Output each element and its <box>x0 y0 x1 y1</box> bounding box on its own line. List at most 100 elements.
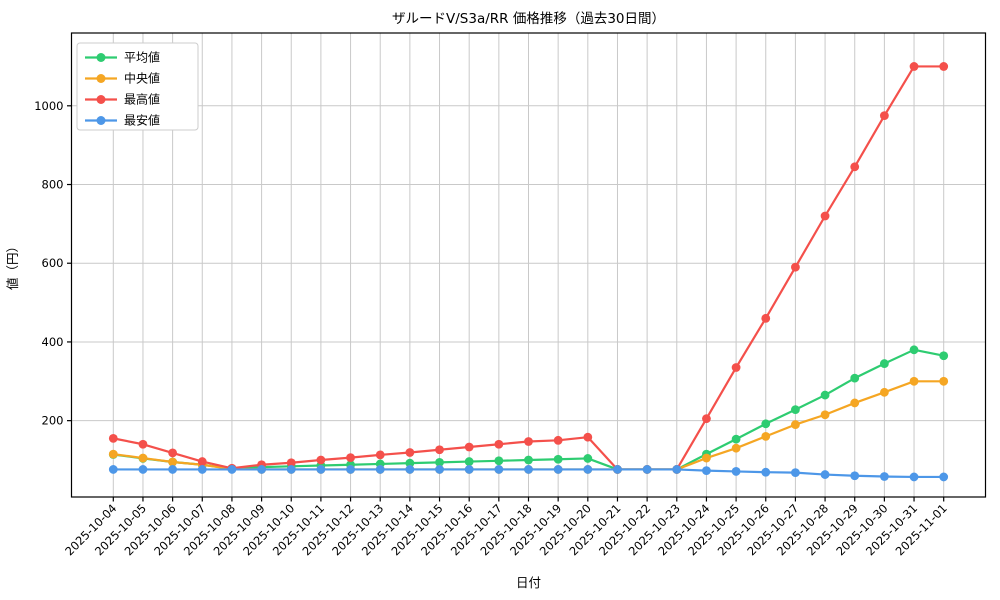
data-point <box>702 466 711 476</box>
tick-layer: 20040060080010002025-10-042025-10-052025… <box>34 99 950 559</box>
data-point <box>879 359 889 368</box>
data-point <box>197 457 207 466</box>
data-point <box>909 376 919 386</box>
data-point <box>435 457 444 467</box>
data-point <box>524 455 533 465</box>
data-point <box>761 467 771 477</box>
data-point <box>909 62 919 71</box>
x-axis-label: 日付 <box>516 575 541 590</box>
data-point <box>494 439 504 449</box>
data-point <box>583 454 593 463</box>
legend-marker-min <box>96 116 106 125</box>
y-tick-label: 1000 <box>34 99 63 113</box>
data-point <box>791 468 800 477</box>
data-point <box>939 62 949 71</box>
legend-marker-median <box>96 74 106 83</box>
data-point <box>405 465 415 474</box>
data-point <box>702 414 711 424</box>
data-point <box>464 442 474 452</box>
data-point <box>524 465 533 474</box>
data-point <box>672 465 682 474</box>
legend-marker-average <box>96 53 106 62</box>
data-point <box>731 363 741 372</box>
data-point <box>702 453 711 463</box>
legend-label-max: 最高値 <box>124 92 160 107</box>
data-point <box>583 465 593 474</box>
data-point <box>316 465 326 474</box>
data-point <box>791 420 800 429</box>
data-point <box>731 467 741 476</box>
data-point <box>494 465 504 474</box>
data-point <box>731 434 741 444</box>
data-point <box>286 458 296 468</box>
data-point <box>613 465 622 474</box>
data-point <box>316 455 326 465</box>
data-point <box>879 387 889 397</box>
data-point <box>435 445 444 455</box>
y-tick-label: 600 <box>42 256 64 270</box>
legend-item-max: 最高値 <box>85 92 160 107</box>
data-point <box>346 453 355 463</box>
data-point <box>850 162 860 172</box>
data-point <box>138 465 148 474</box>
data-point <box>168 448 178 458</box>
data-point <box>197 465 207 474</box>
data-point <box>286 465 296 474</box>
data-point <box>850 398 860 408</box>
data-point <box>405 448 415 457</box>
legend: 平均値 中央値 最高値 最安値 <box>76 42 199 131</box>
data-point <box>346 465 355 474</box>
legend-label-median: 中央値 <box>124 71 160 86</box>
data-point <box>168 465 178 474</box>
data-point <box>850 373 860 383</box>
chart-title: ザルードV/S3a/RR 価格推移（過去30日間） <box>392 11 665 27</box>
data-point <box>138 439 148 449</box>
data-point <box>761 431 771 441</box>
data-point <box>909 472 919 482</box>
legend-item-min: 最安値 <box>85 113 160 128</box>
data-point <box>583 432 593 442</box>
data-point <box>761 419 771 429</box>
legend-item-median: 中央値 <box>85 71 160 86</box>
data-point <box>909 345 919 355</box>
data-point <box>939 351 949 361</box>
data-point <box>168 457 178 467</box>
y-tick-label: 800 <box>42 178 64 192</box>
data-point <box>108 465 118 474</box>
data-point <box>791 405 800 415</box>
data-point <box>553 454 563 464</box>
data-point <box>879 472 889 481</box>
y-tick-label: 200 <box>42 414 64 428</box>
data-point <box>820 410 830 420</box>
data-point <box>435 465 444 474</box>
data-point <box>257 465 266 474</box>
data-point <box>494 456 504 466</box>
data-point <box>820 211 830 221</box>
data-point <box>791 262 800 272</box>
legend-item-average: 平均値 <box>85 50 160 65</box>
data-point <box>108 449 118 459</box>
legend-label-min: 最安値 <box>124 113 160 128</box>
data-point <box>939 472 949 482</box>
data-point <box>405 458 415 468</box>
data-point <box>464 457 474 466</box>
legend-label-average: 平均値 <box>124 50 160 65</box>
data-point <box>108 433 118 443</box>
data-point <box>524 437 533 446</box>
legend-box <box>76 42 199 131</box>
y-tick-label: 400 <box>42 335 64 349</box>
data-point <box>375 465 385 474</box>
data-point <box>850 471 860 481</box>
series-layer <box>108 62 949 482</box>
data-point <box>642 465 652 474</box>
data-point <box>820 390 830 400</box>
data-point <box>138 453 148 463</box>
data-point <box>939 376 949 386</box>
data-point <box>553 465 563 474</box>
legend-marker-max <box>96 95 106 104</box>
data-point <box>375 450 385 460</box>
data-point <box>731 443 741 453</box>
data-point <box>227 465 237 474</box>
